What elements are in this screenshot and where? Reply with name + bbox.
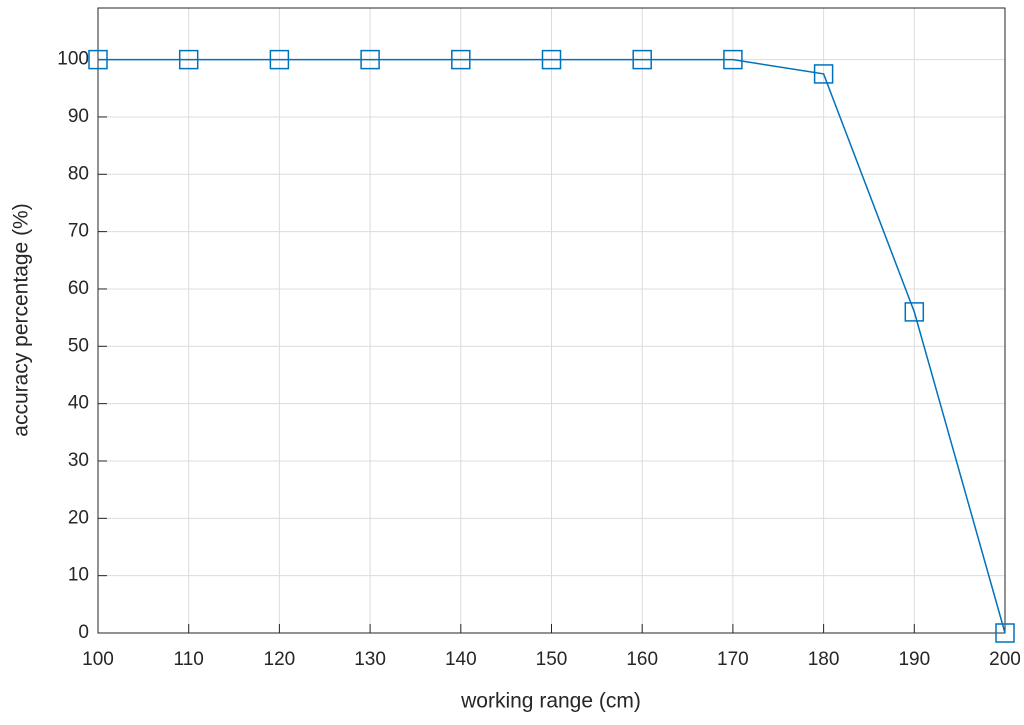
plot-frame	[97, 7, 1006, 634]
data-marker	[632, 49, 652, 70]
x-tick-label: 180	[808, 649, 840, 670]
y-axis-label: accuracy percentage (%)	[10, 203, 33, 436]
data-marker	[904, 302, 925, 322]
x-tick-label: 160	[626, 649, 658, 670]
data-marker	[451, 49, 471, 70]
data-line	[98, 58, 1006, 634]
y-tick-label: 10	[68, 565, 89, 586]
y-tick-label: 30	[68, 450, 89, 471]
data-marker	[995, 623, 1015, 643]
data-marker	[541, 49, 562, 70]
x-tick-label: 120	[264, 649, 296, 670]
y-tick-label: 20	[68, 507, 89, 528]
x-tick-label: 140	[445, 649, 477, 670]
y-tick-label: 80	[68, 163, 89, 184]
x-tick-label: 150	[536, 649, 568, 670]
y-tick-label: 90	[68, 106, 89, 127]
x-tick-label: 130	[354, 649, 386, 670]
y-tick-label: 70	[68, 221, 89, 242]
y-tick-label: 60	[68, 278, 89, 299]
x-tick-label: 190	[898, 649, 930, 670]
y-tick-label: 100	[57, 49, 89, 70]
data-marker	[360, 49, 380, 70]
data-marker	[723, 49, 743, 70]
x-tick-label: 100	[82, 649, 114, 670]
y-tick-label: 40	[68, 393, 89, 414]
data-marker	[88, 49, 108, 70]
x-tick-label: 110	[174, 649, 204, 670]
x-tick-label: 170	[717, 649, 749, 670]
y-tick-label: 0	[78, 622, 89, 643]
data-marker	[813, 64, 834, 84]
data-marker	[178, 49, 199, 70]
x-axis-label: working range (cm)	[460, 690, 641, 713]
data-marker	[269, 49, 290, 70]
x-tick-label: 200	[989, 649, 1021, 670]
y-tick-label: 50	[68, 335, 89, 356]
